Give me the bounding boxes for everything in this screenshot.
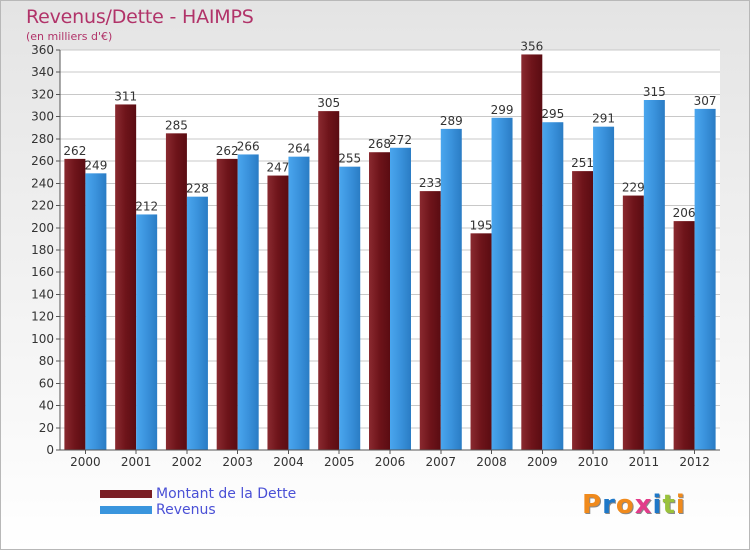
bar-revenue (390, 147, 411, 450)
x-axis: 2000 2001 2002 2003 2004 2005 2006 2007 2008 2009… (60, 449, 720, 469)
x-tick-label: 2003 (222, 455, 253, 469)
data-label-revenue: 249 (84, 158, 107, 172)
y-axis: 0 20 40 60 80 100 120 140 160 180 200 220 240 260 280 3… (31, 43, 61, 457)
bar-revenue (85, 173, 107, 451)
data-label-debt: 229 (622, 181, 645, 195)
data-label-debt: 262 (216, 144, 239, 158)
legend-swatch-debt (100, 490, 152, 498)
bar-debt (470, 233, 492, 450)
bar-revenue (288, 156, 310, 450)
y-tick-label: 140 (31, 287, 54, 301)
x-tick-label: 2008 (476, 455, 507, 469)
y-tick-label: 60 (39, 376, 54, 390)
bar-debt (673, 221, 695, 450)
legend-item-revenue: Revenus (100, 502, 296, 518)
y-tick-label: 100 (31, 332, 54, 346)
y-tick-label: 340 (31, 65, 54, 79)
data-label-revenue: 266 (237, 139, 260, 153)
bar-revenue (237, 154, 259, 450)
x-tick-label: 2002 (172, 455, 203, 469)
y-tick-label: 20 (39, 421, 54, 435)
data-label-revenue: 289 (440, 114, 463, 128)
bars (64, 54, 716, 451)
legend-label-revenue: Revenus (156, 502, 216, 518)
data-label-revenue: 228 (186, 182, 209, 196)
y-tick-label: 220 (31, 199, 54, 213)
y-tick-label: 180 (31, 243, 54, 257)
bar-debt (419, 191, 441, 450)
bar-revenue (136, 214, 158, 450)
data-label-debt: 195 (470, 218, 493, 232)
bar-revenue (542, 122, 564, 450)
y-tick-label: 320 (31, 87, 54, 101)
bar-revenue (440, 128, 462, 450)
bar-revenue (694, 108, 716, 450)
bar-debt (267, 175, 289, 451)
x-tick-label: 2009 (527, 455, 558, 469)
bar-debt (165, 133, 187, 451)
data-label-debt: 268 (368, 137, 391, 151)
x-tick-label: 2001 (121, 455, 152, 469)
bar-revenue (643, 100, 665, 450)
chart-title: Revenus/Dette - HAIMPS (26, 6, 254, 28)
y-tick-label: 120 (31, 310, 54, 324)
bar-debt (216, 158, 238, 450)
bar-debt (521, 54, 543, 450)
data-label-debt: 251 (571, 156, 594, 170)
bar-revenue (186, 196, 208, 450)
y-tick-label: 80 (39, 354, 54, 368)
data-labels: 2622493112122852282622662472643052552682… (63, 39, 716, 232)
data-label-debt: 305 (317, 96, 340, 110)
x-tick-label: 2005 (324, 455, 355, 469)
data-label-debt: 262 (63, 144, 86, 158)
y-tick-label: 200 (31, 221, 54, 235)
data-label-revenue: 272 (389, 133, 412, 147)
data-label-revenue: 307 (694, 94, 717, 108)
data-label-debt: 233 (419, 176, 442, 190)
legend: Montant de la Dette Revenus (100, 486, 296, 518)
legend-label-debt: Montant de la Dette (156, 486, 297, 502)
bar-debt (572, 171, 594, 450)
x-tick-label: 2010 (578, 455, 609, 469)
y-tick-label: 300 (31, 110, 54, 124)
data-label-debt: 247 (267, 161, 290, 175)
data-label-revenue: 315 (643, 85, 666, 99)
y-tick-label: 0 (46, 443, 54, 457)
bar-revenue (593, 126, 615, 451)
data-label-debt: 285 (165, 118, 188, 132)
x-tick-label: 2000 (70, 455, 101, 469)
data-label-revenue: 299 (491, 103, 514, 117)
x-tick-label: 2004 (273, 455, 304, 469)
data-label-debt: 311 (114, 89, 137, 103)
y-tick-label: 360 (31, 43, 54, 57)
y-tick-label: 40 (39, 399, 54, 413)
y-tick-label: 280 (31, 132, 54, 146)
data-label-revenue: 295 (541, 107, 564, 121)
x-tick-label: 2012 (679, 455, 710, 469)
bar-debt (318, 111, 340, 450)
data-label-debt: 356 (520, 39, 543, 53)
x-tick-label: 2006 (375, 455, 406, 469)
bar-revenue (491, 117, 513, 451)
y-tick-label: 260 (31, 154, 54, 168)
proxiti-logo: Proxiti (582, 490, 686, 520)
bar-debt (369, 152, 390, 450)
bar-debt (115, 104, 137, 450)
x-tick-label: 2011 (629, 455, 660, 469)
data-label-revenue: 264 (288, 142, 311, 156)
bar-debt (622, 195, 644, 450)
data-label-debt: 206 (673, 206, 696, 220)
data-label-revenue: 212 (135, 199, 158, 213)
y-tick-label: 160 (31, 265, 54, 279)
bar-debt (64, 158, 86, 450)
legend-item-debt: Montant de la Dette (100, 486, 296, 502)
bar-revenue (339, 166, 361, 450)
data-label-revenue: 255 (338, 152, 361, 166)
data-label-revenue: 291 (592, 112, 615, 126)
legend-swatch-revenue (100, 506, 152, 514)
x-tick-label: 2007 (425, 455, 456, 469)
chart-subtitle: (en milliers d'€) (26, 30, 113, 43)
y-tick-label: 240 (31, 176, 54, 190)
